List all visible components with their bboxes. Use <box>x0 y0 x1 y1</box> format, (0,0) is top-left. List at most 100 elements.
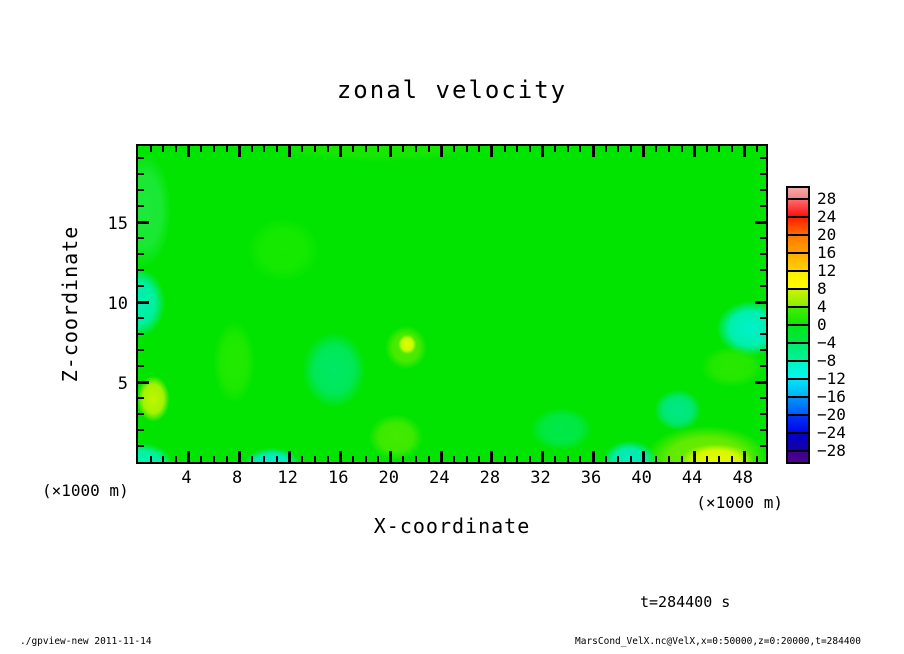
x-tick <box>439 146 443 157</box>
z-tick <box>760 397 766 399</box>
colorbar-cell <box>788 218 808 234</box>
x-axis-label: X-coordinate <box>373 514 531 538</box>
z-tick <box>138 269 144 271</box>
x-tick <box>528 456 531 462</box>
x-tick <box>225 146 228 152</box>
x-tick-label: 24 <box>429 468 450 488</box>
x-tick <box>743 451 747 462</box>
x-tick <box>490 451 494 462</box>
x-tick <box>743 146 747 157</box>
x-tick <box>389 146 393 157</box>
x-tick <box>200 456 203 462</box>
colorbar-cell <box>788 272 808 288</box>
x-axis-units-label: (×1000 m) <box>696 493 783 512</box>
colorbar-tick-label: −24 <box>817 423 846 442</box>
x-tick <box>503 146 506 152</box>
x-tick <box>377 456 380 462</box>
colorbar-cell <box>788 344 808 360</box>
z-tick <box>755 300 766 304</box>
z-tick <box>760 237 766 239</box>
footer-command-text: ./gpview-new 2011-11-14 <box>20 636 152 647</box>
z-tick <box>760 173 766 175</box>
x-tick-label: 28 <box>479 468 501 488</box>
x-tick <box>579 456 582 462</box>
colorbar-cell <box>788 434 808 450</box>
x-tick <box>731 146 734 152</box>
x-tick <box>301 146 304 152</box>
colorbar-cell <box>788 308 808 324</box>
z-tick <box>760 253 766 255</box>
z-tick <box>138 429 144 431</box>
x-tick-label: 4 <box>181 468 192 488</box>
x-tick-label: 12 <box>277 468 298 488</box>
colorbar-cell <box>788 236 808 252</box>
z-axis-units-label: (×1000 m) <box>42 481 129 500</box>
x-tick <box>591 146 595 157</box>
colorbar-tick-label: 20 <box>817 225 837 244</box>
colorbar-tick-label: −8 <box>817 351 837 370</box>
colorbar-tick-label: 12 <box>817 261 837 280</box>
x-tick <box>655 456 658 462</box>
x-tick-label: 48 <box>732 468 753 488</box>
x-tick <box>187 451 191 462</box>
x-tick <box>427 146 430 152</box>
x-tick-label: 40 <box>631 468 652 488</box>
z-tick <box>760 317 766 319</box>
x-tick <box>630 146 632 152</box>
x-tick <box>326 146 329 152</box>
x-tick <box>187 146 191 157</box>
colorbar-tick-label: 0 <box>817 315 827 334</box>
x-tick <box>617 146 620 152</box>
z-tick <box>755 220 766 224</box>
z-tick <box>138 413 144 415</box>
z-tick <box>138 189 144 191</box>
colorbar-tick-label: 24 <box>817 207 837 226</box>
x-tick <box>756 456 759 462</box>
x-tick <box>579 146 582 152</box>
x-tick <box>149 456 152 462</box>
x-tick <box>427 456 430 462</box>
x-tick-label: 36 <box>580 468 602 488</box>
x-tick <box>263 146 266 152</box>
x-tick <box>630 456 632 462</box>
x-tick <box>263 456 266 462</box>
z-tick <box>138 237 144 239</box>
x-tick <box>237 146 241 157</box>
x-tick <box>326 456 329 462</box>
x-tick <box>364 456 367 462</box>
z-tick <box>760 157 766 159</box>
x-tick <box>314 456 316 462</box>
x-tick <box>680 146 683 152</box>
x-tick <box>478 146 481 152</box>
x-tick <box>490 146 494 157</box>
x-tick <box>162 456 165 462</box>
z-tick <box>138 380 149 384</box>
colorbar-tick-label: 28 <box>817 189 837 208</box>
x-tick <box>149 146 152 152</box>
x-tick <box>338 146 342 157</box>
z-tick <box>760 205 766 207</box>
colorbar-cell <box>788 452 808 462</box>
x-tick <box>301 456 304 462</box>
x-tick-label: 8 <box>231 468 243 488</box>
colorbar-tick-label: −28 <box>817 441 846 460</box>
x-tick <box>212 146 215 152</box>
x-tick <box>541 451 544 462</box>
footer-file-variable-text: MarsCond_VelX.nc@VelX,x=0:50000,z=0:2000… <box>575 636 861 647</box>
x-tick <box>516 456 519 462</box>
z-tick <box>760 333 766 335</box>
x-tick <box>554 146 557 152</box>
x-tick <box>453 456 455 462</box>
x-tick <box>756 146 759 152</box>
z-tick <box>760 269 766 271</box>
x-tick <box>680 456 683 462</box>
x-tick <box>705 456 708 462</box>
time-annotation: t=284400 s <box>640 593 731 611</box>
x-tick <box>718 146 721 152</box>
x-tick <box>364 146 367 152</box>
colorbar-cell <box>788 380 808 396</box>
z-tick <box>760 189 766 191</box>
colorbar-cell <box>788 200 808 216</box>
x-tick <box>465 146 468 152</box>
x-tick <box>338 451 342 462</box>
